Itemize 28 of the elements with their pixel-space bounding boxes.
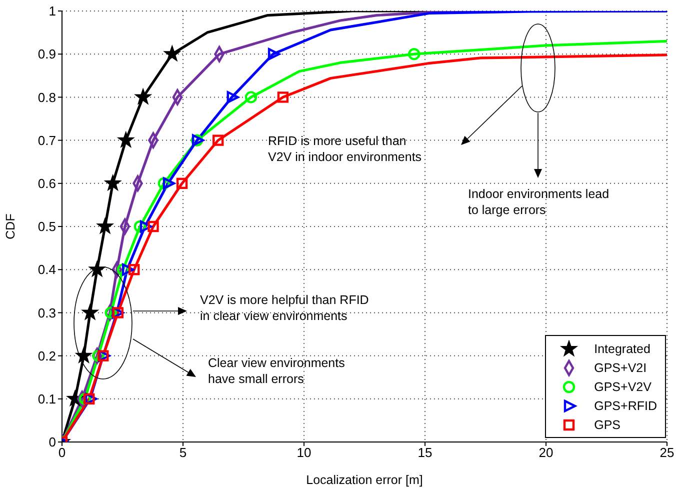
legend-label: GPS — [594, 418, 621, 432]
y-tick-label: 0.8 — [38, 90, 56, 105]
y-tick-label: 0.3 — [38, 305, 56, 320]
x-tick-label: 0 — [58, 445, 66, 460]
x-tick-label: 25 — [660, 445, 674, 460]
x-axis-title: Localization error [m] — [306, 473, 423, 487]
y-tick-label: 1 — [48, 4, 56, 19]
x-tick-label: 10 — [296, 445, 312, 460]
y-tick-label: 0.1 — [38, 392, 56, 407]
annotation: RFID is more useful than V2V in indoor environments — [268, 134, 422, 164]
annotation: V2V is more helpful than RFID in clear view environments — [200, 293, 369, 323]
y-tick-label: 0.6 — [38, 176, 56, 192]
x-tick-label: 15 — [418, 445, 432, 460]
annotation: Clear view environments have small errors — [208, 356, 345, 386]
y-axis-title: CDF — [3, 213, 18, 240]
y-tick-label: 0.2 — [38, 348, 56, 364]
y-tick-label: 0 — [48, 434, 56, 450]
y-tick-label: 0.4 — [38, 262, 56, 278]
legend-label: GPS+V2V — [594, 380, 652, 394]
legend-label: GPS+RFID — [594, 398, 657, 412]
x-tick-label: 5 — [179, 445, 187, 460]
legend-label: Integrated — [594, 342, 650, 356]
y-tick-label: 0.9 — [38, 46, 56, 62]
x-tick-label: 20 — [538, 445, 554, 460]
annotation: Indoor environments lead to large errors — [468, 187, 610, 217]
legend-label: GPS+V2I — [594, 360, 647, 374]
y-tick-label: 0.5 — [38, 219, 56, 234]
y-tick-label: 0.7 — [38, 132, 56, 148]
